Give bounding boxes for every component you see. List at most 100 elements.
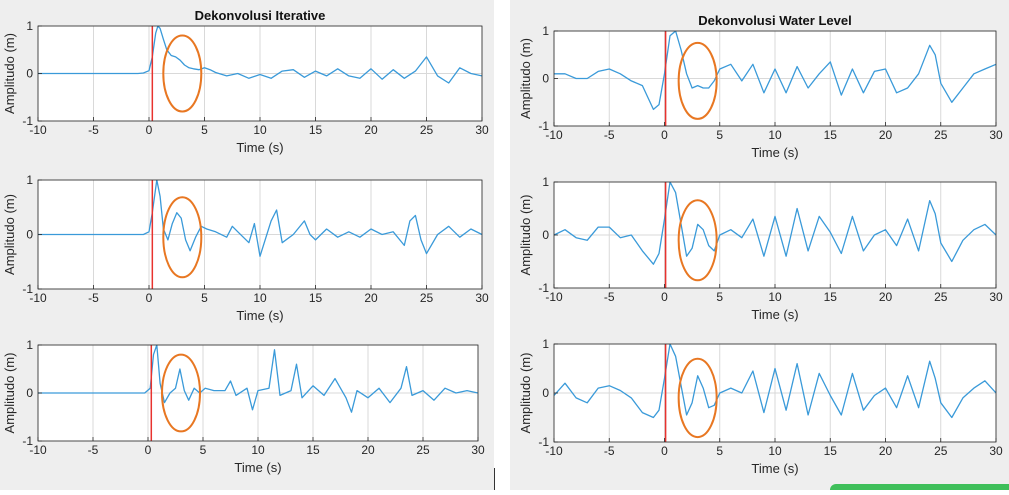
y-axis-label: Amplitudo (m): [518, 353, 533, 434]
x-tick-label: 25: [934, 290, 948, 304]
y-tick-label: -1: [22, 282, 33, 296]
series-line: [38, 345, 478, 413]
y-axis-label: Amplitudo (m): [518, 195, 533, 276]
x-tick-label: 20: [879, 128, 893, 142]
x-tick-label: -10: [545, 128, 563, 142]
water-level-panel-3: -10 -5 0 5 10 15 20 25 30 -1 0 1 Time (s) Amplitudo (…: [510, 330, 1009, 495]
y-tick-label: 1: [26, 173, 33, 187]
y-tick-label: -1: [538, 119, 549, 133]
x-tick-label: 25: [416, 443, 430, 457]
y-tick-label: 0: [26, 228, 33, 242]
x-tick-label: 15: [824, 290, 838, 304]
x-tick-label: -10: [545, 290, 563, 304]
x-tick-label: -5: [604, 290, 615, 304]
x-tick-label: 0: [661, 128, 668, 142]
chart-title: Dekonvolusi Water Level: [698, 13, 851, 28]
x-tick-label: 0: [661, 290, 668, 304]
x-tick-label: 5: [716, 290, 723, 304]
x-tick-label: -10: [29, 443, 47, 457]
x-tick-label: -10: [29, 291, 47, 305]
y-tick-label: 0: [26, 67, 33, 81]
y-tick-label: -1: [538, 281, 549, 295]
x-tick-label: 0: [661, 444, 668, 458]
series-line: [554, 182, 996, 265]
x-tick-label: -5: [88, 291, 99, 305]
highlight-ellipse: [161, 353, 201, 433]
x-axis-label: Time (s): [751, 461, 798, 476]
x-tick-label: 10: [768, 128, 782, 142]
x-tick-label: -10: [29, 123, 47, 137]
x-tick-label: 30: [475, 291, 489, 305]
x-tick-label: -5: [88, 443, 99, 457]
x-tick-label: 0: [145, 443, 152, 457]
x-axis-label: Time (s): [751, 307, 798, 322]
x-tick-label: 5: [716, 444, 723, 458]
x-tick-label: 30: [989, 290, 1003, 304]
x-tick-label: 15: [306, 443, 320, 457]
x-tick-label: 5: [200, 443, 207, 457]
x-tick-label: 30: [471, 443, 485, 457]
x-tick-label: 5: [201, 291, 208, 305]
y-tick-label: 1: [542, 337, 549, 351]
x-tick-label: 20: [361, 443, 375, 457]
iterative-panel-1: -10 -5 0 5 10 15 20 25 30 -1 0 1 Time (s) Amplitudo (…: [0, 0, 494, 165]
y-tick-label: 1: [542, 175, 549, 189]
x-tick-label: 30: [989, 128, 1003, 142]
highlight-ellipse: [677, 41, 718, 120]
x-tick-label: 10: [253, 123, 267, 137]
x-tick-label: 0: [146, 291, 153, 305]
y-tick-label: -1: [22, 114, 33, 128]
x-tick-label: 15: [309, 291, 323, 305]
x-tick-label: 5: [201, 123, 208, 137]
water-level-panel-2: -10 -5 0 5 10 15 20 25 30 -1 0 1 Time (s) Amplitudo (…: [510, 165, 1009, 330]
highlight-ellipse: [162, 34, 203, 113]
y-tick-label: 0: [26, 386, 33, 400]
highlight-ellipse: [162, 196, 203, 279]
x-tick-label: 15: [824, 444, 838, 458]
iterative-panel-3: -10 -5 0 5 10 15 20 25 30 -1 0 1 Time (s) Amplitudo (…: [0, 330, 494, 495]
y-axis-label: Amplitudo (m): [518, 38, 533, 119]
x-tick-label: 10: [251, 443, 265, 457]
y-tick-label: 1: [542, 24, 549, 38]
y-axis-label: Amplitudo (m): [2, 194, 17, 275]
x-axis-label: Time (s): [234, 460, 281, 475]
x-tick-label: 20: [364, 123, 378, 137]
x-tick-label: 20: [879, 444, 893, 458]
iterative-panel-2: -10 -5 0 5 10 15 20 25 30 -1 0 1 Time (s) Amplitudo (…: [0, 165, 494, 330]
highlight-ellipse: [677, 357, 718, 439]
x-tick-label: 25: [420, 123, 434, 137]
divider: [494, 468, 495, 490]
x-tick-label: -10: [545, 444, 563, 458]
x-tick-label: 5: [716, 128, 723, 142]
x-tick-label: 20: [879, 290, 893, 304]
x-tick-label: 10: [768, 444, 782, 458]
x-tick-label: 15: [309, 123, 323, 137]
y-tick-label: -1: [538, 435, 549, 449]
x-axis-label: Time (s): [751, 145, 798, 160]
y-axis-label: Amplitudo (m): [2, 353, 17, 434]
x-tick-label: -5: [604, 444, 615, 458]
series-line: [554, 31, 996, 111]
highlight-ellipse: [677, 199, 718, 282]
series-line: [38, 26, 482, 84]
corner-decoration: [830, 484, 1009, 490]
x-tick-label: 10: [253, 291, 267, 305]
x-tick-label: 25: [934, 444, 948, 458]
chart-title: Dekonvolusi Iterative: [195, 8, 326, 23]
x-tick-label: 25: [934, 128, 948, 142]
x-tick-label: 0: [146, 123, 153, 137]
y-tick-label: 1: [26, 19, 33, 33]
y-tick-label: -1: [22, 434, 33, 448]
x-tick-label: 25: [420, 291, 434, 305]
x-tick-label: 10: [768, 290, 782, 304]
x-tick-label: 30: [475, 123, 489, 137]
series-line: [554, 344, 996, 419]
x-axis-label: Time (s): [236, 140, 283, 155]
x-tick-label: 20: [364, 291, 378, 305]
y-tick-label: 0: [542, 228, 549, 242]
series-line: [38, 180, 482, 257]
